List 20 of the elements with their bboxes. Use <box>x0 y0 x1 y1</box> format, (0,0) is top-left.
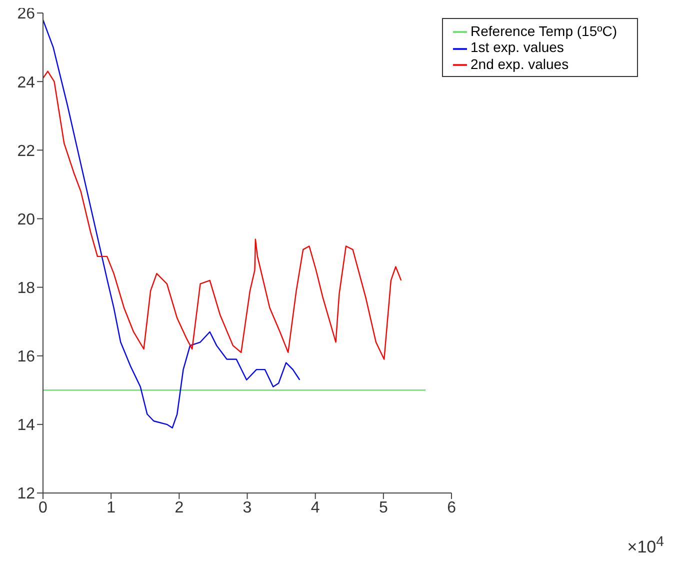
line-series <box>43 70 402 360</box>
y-tick-label: 22 <box>17 142 36 160</box>
x-tick-label: 3 <box>242 499 252 516</box>
line-series <box>43 19 300 428</box>
y-tick-label: 12 <box>17 486 36 503</box>
y-tick-label: 20 <box>17 211 36 228</box>
x-tick-label: 1 <box>106 499 116 516</box>
x-tick-label: 0 <box>38 499 48 516</box>
text: ×10$^{4}$ <box>627 534 664 558</box>
x-tick-label: 4 <box>310 499 320 516</box>
x-tick-label: 5 <box>378 499 388 516</box>
legend-label: 1st exp. values <box>470 39 564 56</box>
legend-label: 2nd exp. values <box>470 56 569 72</box>
legend-label: Reference Temp (15ºC) <box>470 23 617 39</box>
y-tick-label: 24 <box>17 74 36 92</box>
x-tick-label: 6 <box>447 499 456 516</box>
x-tick-label: 2 <box>174 499 184 516</box>
y-tick-label: 14 <box>17 417 36 434</box>
y-tick-label: 16 <box>17 348 36 366</box>
y-tick-label: 18 <box>17 280 36 297</box>
